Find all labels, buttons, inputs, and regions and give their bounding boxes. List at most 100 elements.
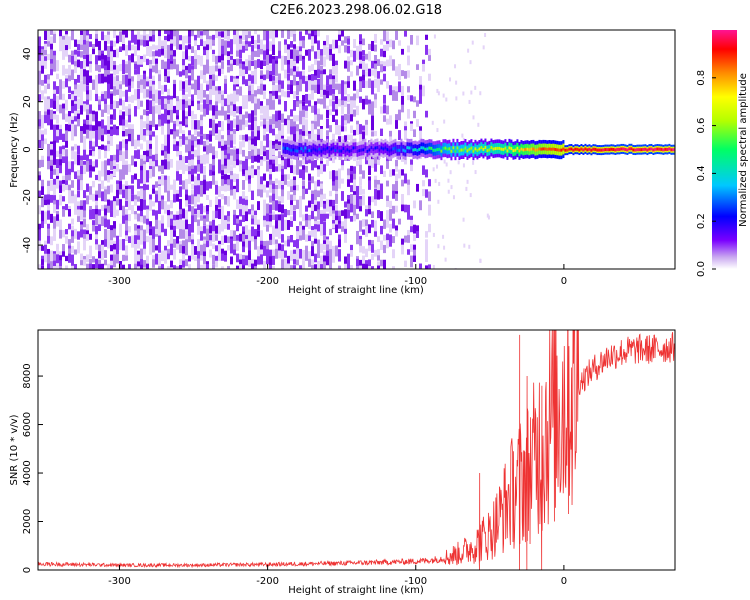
heatmap-cell: [263, 240, 266, 250]
heatmap-cell: [38, 54, 41, 63]
heatmap-cell: [56, 136, 59, 143]
heatmap-cell: [248, 259, 251, 267]
heatmap-cell: [71, 100, 74, 110]
heatmap-cell: [110, 114, 113, 120]
heatmap-cell: [155, 124, 158, 131]
heatmap-cell: [191, 65, 194, 72]
signal-band-cell: [350, 149, 353, 153]
heatmap-cell: [269, 74, 272, 82]
heatmap-cell: [212, 119, 215, 128]
heatmap-cell: [218, 141, 221, 149]
heatmap-cell: [371, 266, 374, 269]
heatmap-cell: [53, 81, 56, 91]
heatmap-cell: [167, 58, 170, 70]
heatmap-cell: [197, 45, 200, 51]
heatmap-cell: [128, 124, 131, 133]
heatmap-cell: [209, 143, 212, 154]
heatmap-cell: [284, 158, 287, 170]
heatmap-cell: [395, 30, 398, 40]
heatmap-cell: [227, 104, 230, 114]
heatmap-cell: [353, 100, 356, 108]
heatmap-cell: [401, 244, 404, 255]
heatmap-cell: [413, 200, 416, 209]
heatmap-cell: [89, 189, 92, 198]
heatmap-cell: [437, 91, 440, 96]
heatmap-cell: [461, 133, 464, 138]
heatmap-cell: [471, 40, 474, 45]
heatmap-cell: [269, 184, 272, 193]
heatmap-cell: [38, 175, 41, 181]
heatmap-cell: [293, 134, 296, 145]
heatmap-cell: [173, 214, 176, 221]
heatmap-cell: [209, 181, 212, 189]
heatmap-cell: [62, 43, 65, 55]
heatmap-cell: [62, 209, 65, 217]
heatmap-cell: [74, 84, 77, 94]
heatmap-cell: [317, 134, 320, 141]
heatmap-cell: [413, 244, 416, 252]
heatmap-cell: [125, 89, 128, 98]
heatmap-cell: [350, 203, 353, 213]
heatmap-cell: [131, 205, 134, 215]
heatmap-cell: [131, 235, 134, 243]
heatmap-cell: [47, 210, 50, 220]
heatmap-cell: [371, 120, 374, 131]
heatmap-cell: [230, 256, 233, 265]
heatmap-cell: [113, 124, 116, 135]
heatmap-cell: [89, 205, 92, 212]
heatmap-cell: [89, 263, 92, 269]
heatmap-cell: [152, 226, 155, 237]
heatmap-cell: [425, 265, 428, 269]
heatmap-cell: [182, 130, 185, 138]
heatmap-cell: [167, 190, 170, 202]
heatmap-cell: [185, 79, 188, 89]
heatmap-cell: [119, 98, 122, 106]
heatmap-cell: [218, 250, 221, 262]
heatmap-cell: [233, 34, 236, 45]
heatmap-cell: [248, 175, 251, 182]
heatmap-cell: [293, 75, 296, 86]
signal-band-cell: [524, 147, 527, 151]
heatmap-cell: [275, 55, 278, 62]
heatmap-cell: [128, 96, 131, 103]
signal-band-cell: [644, 147, 647, 151]
heatmap-cell: [374, 99, 377, 108]
heatmap-cell: [287, 115, 290, 125]
heatmap-cell: [266, 133, 269, 143]
heatmap-cell: [245, 30, 248, 40]
heatmap-cell: [233, 84, 236, 95]
signal-band-cell: [352, 146, 355, 150]
heatmap-cell: [191, 145, 194, 155]
heatmap-cell: [344, 96, 347, 104]
heatmap-cell: [422, 63, 425, 72]
heatmap-cell: [59, 36, 62, 46]
heatmap-cell: [242, 45, 245, 53]
heatmap-cell: [74, 194, 77, 205]
heatmap-cell: [317, 260, 320, 268]
heatmap-cell: [170, 43, 173, 54]
heatmap-cell: [140, 79, 143, 88]
heatmap-cell: [302, 229, 305, 240]
heatmap-cell: [341, 30, 344, 37]
heatmap-cell: [104, 76, 107, 83]
heatmap-cell: [128, 203, 131, 211]
heatmap-cell: [359, 159, 362, 166]
heatmap-cell: [272, 124, 275, 130]
heatmap-cell: [194, 176, 197, 185]
heatmap-cell: [146, 46, 149, 56]
heatmap-cell: [161, 264, 164, 269]
heatmap-cell: [158, 235, 161, 245]
heatmap-cell: [212, 264, 215, 269]
signal-band-cell: [386, 148, 389, 152]
heatmap-cell: [272, 193, 275, 205]
heatmap-cell: [101, 191, 104, 202]
heatmap-cell: [314, 105, 317, 115]
heatmap-cell: [200, 104, 203, 112]
heatmap-cell: [371, 69, 374, 76]
heatmap-cell: [68, 38, 71, 50]
heatmap-cell: [110, 210, 113, 217]
signal-band-cell: [652, 148, 655, 152]
heatmap-cell: [104, 259, 107, 266]
heatmap-cell: [287, 263, 290, 269]
heatmap-cell: [53, 134, 56, 142]
